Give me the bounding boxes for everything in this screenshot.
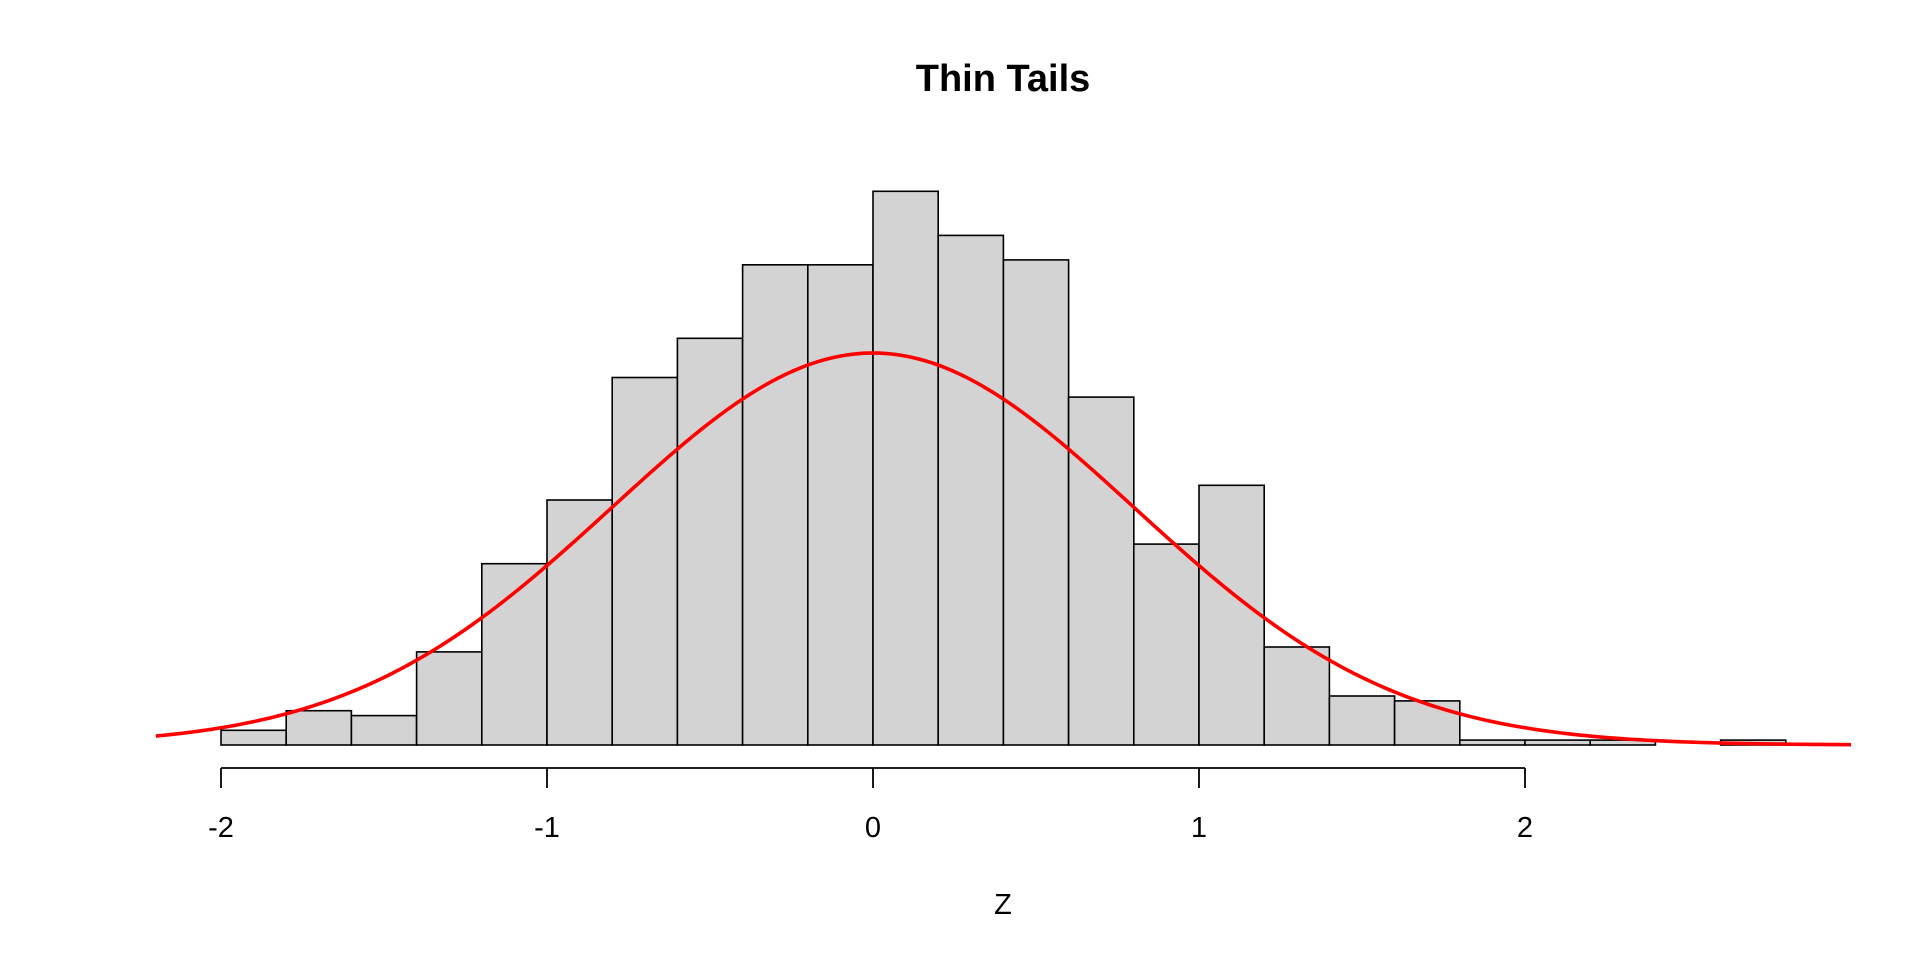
x-tick-label: 1 (1191, 812, 1207, 844)
histogram-bar (937, 234, 1005, 746)
histogram-bar (1393, 700, 1461, 746)
x-tick-label: -2 (208, 812, 234, 844)
histogram-bar (1133, 543, 1200, 746)
histogram-bar (1459, 739, 1526, 746)
histogram-bar (350, 714, 418, 746)
histogram-bar (415, 651, 483, 746)
normal-density-curve (155, 351, 1852, 747)
histogram-bar (285, 709, 353, 746)
histogram-bar (1328, 695, 1396, 746)
histogram-bar (806, 263, 874, 746)
histogram-bars (220, 190, 1787, 746)
x-tick-label: 0 (865, 812, 881, 844)
histogram-bar (1263, 646, 1331, 746)
histogram-bar (741, 263, 809, 746)
histogram-bar (611, 376, 679, 746)
histogram-bar (1524, 739, 1591, 746)
histogram-bar (676, 337, 744, 746)
x-axis: -2 -1 0 1 2 (208, 767, 1533, 844)
histogram-bar (872, 190, 939, 746)
histogram-bar (1067, 396, 1135, 746)
histogram-bar (220, 729, 287, 746)
chart-title: Thin Tails (916, 58, 1091, 100)
histogram-bar (1002, 259, 1070, 746)
x-tick-label: 2 (1517, 812, 1533, 844)
histogram-bar (1198, 484, 1265, 746)
x-axis-label: Z (994, 889, 1012, 921)
x-tick-label: -1 (534, 812, 560, 844)
histogram-bar (546, 499, 613, 746)
